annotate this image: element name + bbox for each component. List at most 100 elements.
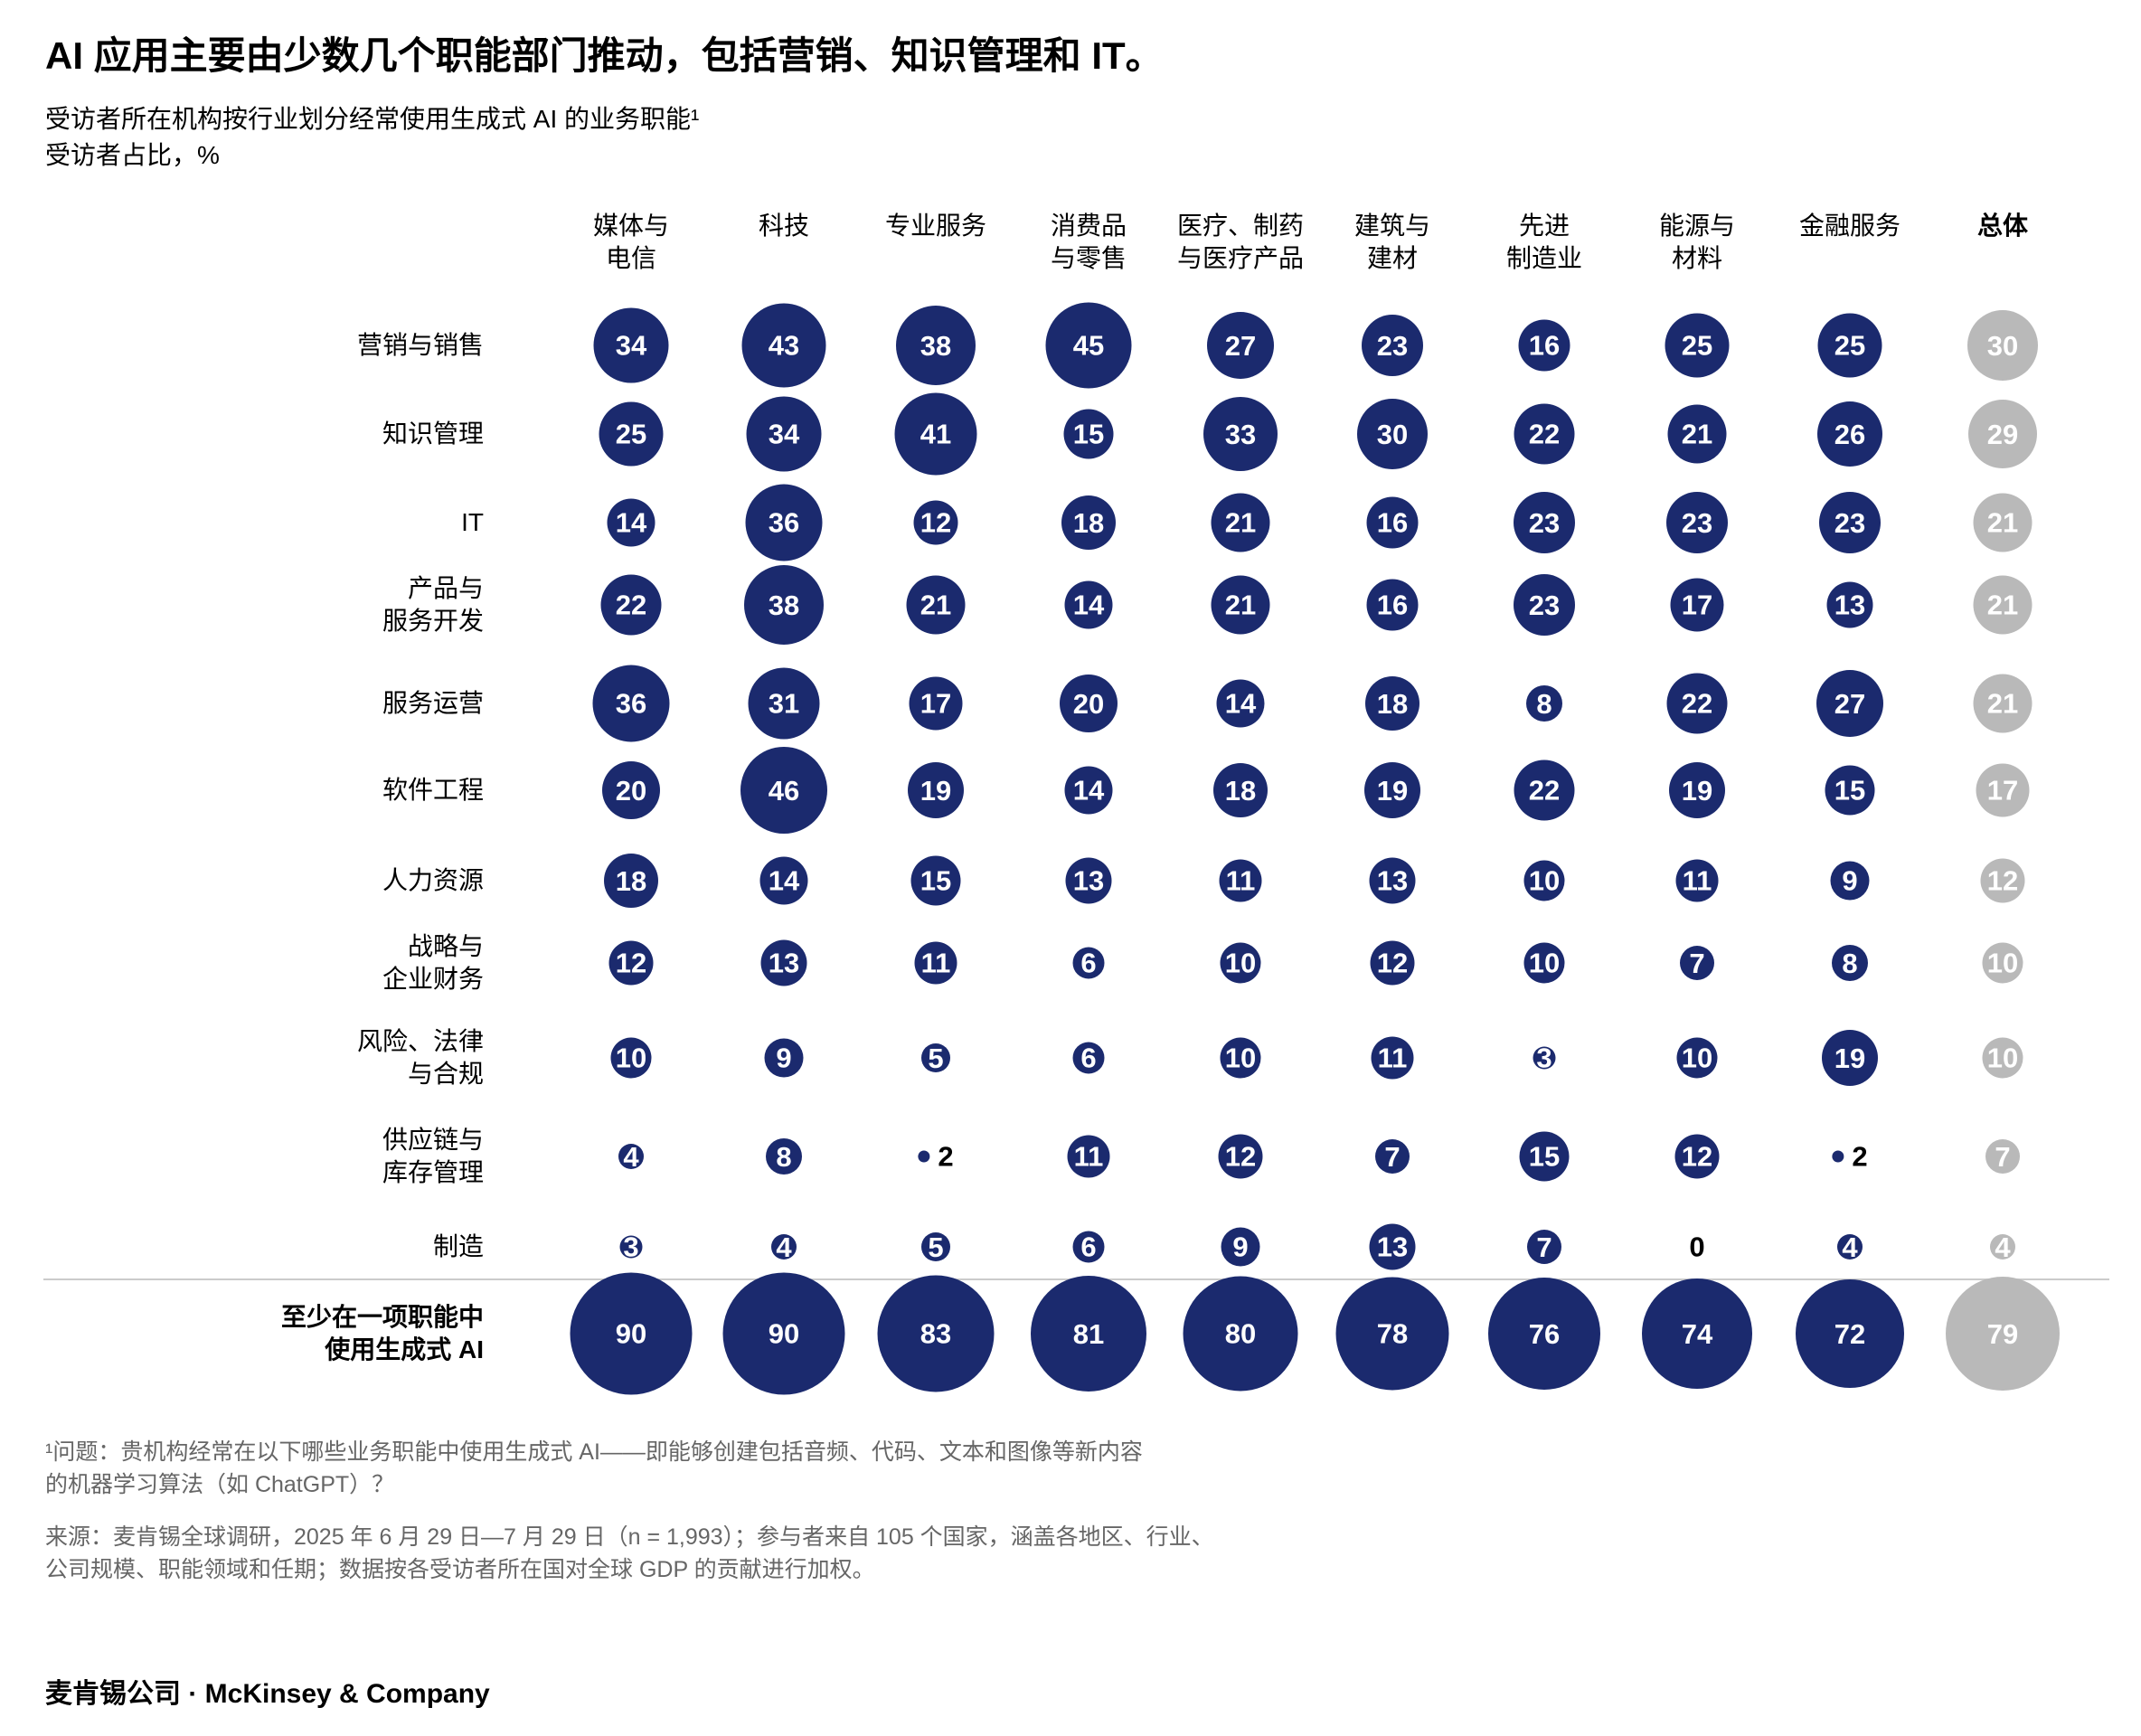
value-label: 14 <box>615 506 647 539</box>
value-label: 16 <box>1528 329 1561 362</box>
bubble: 16 <box>1366 579 1419 631</box>
bubble: 16 <box>1366 496 1419 549</box>
value-label: 19 <box>1681 774 1713 807</box>
value-label: 22 <box>1528 774 1561 807</box>
value-label: 83 <box>920 1317 952 1350</box>
value-label: 30 <box>1376 418 1409 450</box>
bubble: 11 <box>1067 1135 1110 1178</box>
value-label: 8 <box>776 1140 792 1173</box>
value-label: 21 <box>1986 589 2019 621</box>
value-label: 12 <box>1376 947 1409 979</box>
value-label: 9 <box>1232 1231 1249 1263</box>
bubble-overall: 4 <box>1990 1231 2015 1263</box>
value-label: 9 <box>776 1042 792 1074</box>
column-header: 消费品 与零售 <box>1050 212 1127 272</box>
column-header: 金融服务 <box>1798 212 1900 240</box>
value-label: 18 <box>1072 506 1105 539</box>
value-label: 30 <box>1986 329 2019 362</box>
bubble: 12 <box>1370 940 1415 986</box>
bubble: 33 <box>1203 397 1278 471</box>
value-label: 13 <box>1072 864 1105 897</box>
bubble: 31 <box>748 667 820 740</box>
bubble: 7 <box>1680 946 1714 980</box>
bubble: 10 <box>610 1037 652 1079</box>
bubble: 11 <box>1675 859 1719 902</box>
bubble: 8 <box>1526 685 1562 722</box>
value-label: 7 <box>1995 1140 2011 1173</box>
value-label: 10 <box>1681 1042 1713 1074</box>
value-label: 45 <box>1072 329 1105 362</box>
value-label: 18 <box>615 864 647 897</box>
value-label: 17 <box>1681 589 1713 621</box>
value-label: 21 <box>1681 418 1713 450</box>
value-label: 6 <box>1080 1042 1097 1074</box>
bubble: 6 <box>1072 1042 1105 1074</box>
row-label: 软件工程 <box>382 776 484 804</box>
value-label: 21 <box>1224 506 1257 539</box>
value-label: 11 <box>1682 864 1712 897</box>
chart-title: AI 应用主要由少数几个职能部门推动，包括营销、知识管理和 IT。 <box>45 34 1164 77</box>
value-label: 36 <box>615 687 647 720</box>
value-label: 4 <box>776 1231 792 1263</box>
bubble: 23 <box>1514 492 1575 553</box>
bubble: 18 <box>1365 676 1419 731</box>
value-label: 5 <box>928 1231 944 1263</box>
bubble: 38 <box>896 306 976 385</box>
bubble-overall: 79 <box>1946 1277 2060 1391</box>
value-label: 4 <box>1995 1231 2011 1263</box>
bubble-overall: 7 <box>1985 1139 2020 1174</box>
column-header: 医疗、制药 与医疗产品 <box>1176 212 1304 272</box>
bubble: 4 <box>771 1231 797 1263</box>
value-label: 23 <box>1376 329 1409 362</box>
bubble: 19 <box>1822 1030 1878 1086</box>
value-label-zero: 0 <box>1689 1231 1705 1263</box>
value-label: 79 <box>1986 1317 2019 1350</box>
bubble: 27 <box>1207 312 1274 379</box>
column-header: 总体 <box>1976 212 2028 240</box>
value-label: 11 <box>1377 1042 1408 1074</box>
value-label: 12 <box>1986 864 2019 897</box>
subtitle-line-1: 受访者所在机构按行业划分经常使用生成式 AI 的业务职能¹ <box>45 105 700 133</box>
value-label: 10 <box>1224 1042 1257 1074</box>
value-label: 13 <box>768 947 800 979</box>
bubble: 90 <box>570 1272 693 1395</box>
value-label: 23 <box>1834 506 1866 539</box>
bubble: 6 <box>1072 947 1105 979</box>
value-label: 18 <box>1224 774 1257 807</box>
bubble: 20 <box>602 761 660 819</box>
bubble: 19 <box>1364 762 1420 818</box>
value-label: 9 <box>1842 864 1858 897</box>
value-label: 12 <box>920 506 952 539</box>
value-label: 13 <box>1376 1231 1409 1263</box>
bubble: 17 <box>909 676 963 731</box>
value-label: 43 <box>768 329 800 362</box>
value-label: 5 <box>928 1042 944 1074</box>
column-header: 专业服务 <box>884 212 986 240</box>
bubble: 17 <box>1670 578 1724 632</box>
value-label: 16 <box>1376 589 1409 621</box>
bubble: 5 <box>921 1043 950 1072</box>
source-note: 来源：麦肯锡全球调研，2025 年 6 月 29 日—7 月 29 日（n = … <box>45 1524 1214 1582</box>
bubble-overall: 21 <box>1973 493 2033 552</box>
value-label: 2 <box>938 1140 954 1173</box>
bubble: 19 <box>908 762 964 818</box>
bubble: 13 <box>760 939 807 986</box>
row-label: 战略与 企业财务 <box>382 932 484 993</box>
value-label: 80 <box>1224 1317 1257 1350</box>
bubble: 22 <box>600 574 662 636</box>
bubble-overall: 17 <box>1976 763 2030 817</box>
row-label: 制造 <box>432 1232 484 1260</box>
value-label: 10 <box>1986 947 2019 979</box>
value-label: 19 <box>1376 774 1409 807</box>
bubble: 14 <box>1064 580 1113 629</box>
bubble: 41 <box>894 392 977 476</box>
bubble: 10 <box>1523 860 1565 901</box>
bubble: 23 <box>1666 492 1728 553</box>
column-header: 科技 <box>758 212 809 240</box>
bubble: 45 <box>1045 302 1132 389</box>
bubble: 10 <box>1220 942 1261 984</box>
bubble-overall: 10 <box>1982 942 2023 984</box>
value-label: 17 <box>920 687 952 720</box>
value-label: 12 <box>1681 1140 1713 1173</box>
